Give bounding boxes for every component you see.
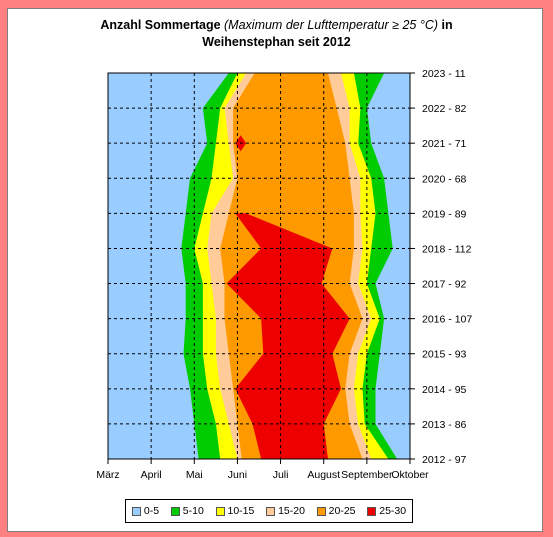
x-tick-label: April xyxy=(141,469,162,481)
legend-swatch xyxy=(131,506,141,516)
legend-label: 0-5 xyxy=(143,505,160,517)
legend: 0-5 5-10 10-15 15-20 20-25 25-30 xyxy=(125,499,413,523)
x-tick-label: Juli xyxy=(273,469,289,481)
title-italic: (Maximum der Lufttemperatur ≥ 25 °C) xyxy=(224,18,439,32)
x-tick-label: September xyxy=(341,469,393,481)
legend-label: 5-10 xyxy=(182,505,204,517)
y-tick-label: 2021 - 71 xyxy=(422,138,467,150)
legend-item: 5-10 xyxy=(170,505,204,517)
legend-label: 25-30 xyxy=(379,505,407,517)
x-tick-label: Mai xyxy=(186,469,203,481)
y-tick-label: 2015 - 93 xyxy=(422,349,467,361)
y-tick-label: 2020 - 68 xyxy=(422,173,467,185)
title-bold: Anzahl Sommertage xyxy=(100,18,221,32)
title-in: in xyxy=(441,18,453,32)
legend-item: 15-20 xyxy=(266,505,305,517)
legend-item: 25-30 xyxy=(367,505,406,517)
contour-chart: März April Mai Juni Juli August SeptemberOktob… xyxy=(96,68,472,481)
legend-label: 20-25 xyxy=(328,505,356,517)
y-tick-label: 2016 - 107 xyxy=(422,314,472,326)
legend-item: 10-15 xyxy=(215,505,255,517)
x-tick-label: Oktober xyxy=(391,469,429,481)
legend-item: 20-25 xyxy=(316,505,356,517)
contour-band-25-30-0 xyxy=(226,213,350,459)
legend-swatch xyxy=(170,506,180,516)
y-tick-label: 2022 - 82 xyxy=(422,103,467,115)
legend-item: 0-5 xyxy=(131,505,160,517)
x-tick-label: Juni xyxy=(228,469,247,481)
legend-label: 15-20 xyxy=(278,505,305,517)
legend-swatch xyxy=(266,506,276,516)
x-tick-label: August xyxy=(307,469,340,481)
chart-title: Anzahl Sommertage (Maximum der Lufttempe… xyxy=(0,17,553,51)
title-line2: Weihenstephan seit 2012 xyxy=(202,35,351,49)
legend-swatch xyxy=(215,506,225,516)
y-tick-label: 2019 - 89 xyxy=(422,208,467,220)
y-tick-label: 2012 - 97 xyxy=(422,454,467,466)
y-tick-label: 2023 - 11 xyxy=(422,68,466,80)
y-tick-label: 2013 - 86 xyxy=(422,419,467,431)
y-tick-label: 2017 - 92 xyxy=(422,279,467,291)
legend-swatch xyxy=(367,506,377,516)
legend-label: 10-15 xyxy=(227,505,255,517)
y-tick-label: 2014 - 95 xyxy=(422,384,467,396)
x-tick-label: März xyxy=(96,469,119,481)
y-tick-label: 2018 - 112 xyxy=(422,243,472,255)
legend-swatch xyxy=(316,506,326,516)
plot-border xyxy=(107,72,411,460)
